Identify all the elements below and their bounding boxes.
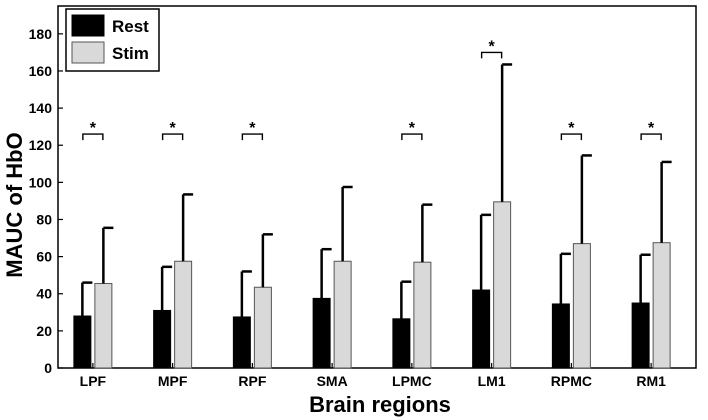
x-axis-title: Brain regions — [309, 392, 451, 417]
x-axis-ticks: LPF MPF RPF SMA LPMC LM1 RPMC RM1 — [80, 363, 666, 389]
significance-star: * — [249, 120, 256, 137]
y-axis-title: MAUC of HbO — [2, 132, 27, 277]
significance-bracket — [401, 133, 423, 141]
legend-swatch-stim — [71, 41, 105, 64]
significance-star: * — [489, 38, 496, 55]
significance-bracket — [161, 133, 184, 141]
bar-stim-sma — [333, 260, 352, 369]
bar-stim-lpf — [94, 283, 113, 369]
legend: Rest Stim — [65, 8, 160, 72]
x-tick-label: MPF — [158, 373, 188, 389]
significance-bracket — [560, 133, 583, 141]
y-tick-label: 0 — [44, 360, 52, 376]
significance-bracket — [82, 133, 104, 141]
bar-rest-sma — [312, 297, 331, 369]
y-tick-label: 80 — [36, 211, 52, 227]
x-tick-label: RPMC — [551, 373, 592, 389]
bar-stim-rm1 — [652, 242, 671, 369]
bar-rest-rpmc — [551, 303, 570, 369]
significance-star: * — [409, 120, 416, 137]
significance-bracket — [480, 51, 503, 59]
significance-markers: * * * * * * * — [82, 38, 662, 141]
bar-stim-mpf — [174, 260, 193, 369]
y-tick-label: 160 — [29, 63, 53, 79]
bar-stim-lm1 — [493, 201, 512, 369]
plot-area — [57, 5, 697, 369]
x-tick-label: LM1 — [478, 373, 506, 389]
significance-star: * — [90, 120, 97, 137]
bar-rest-rm1 — [631, 302, 650, 369]
significance-bracket — [241, 133, 264, 141]
plot-border — [57, 5, 697, 369]
bar-stim-rpf — [253, 286, 272, 369]
legend-label-stim: Stim — [112, 44, 149, 63]
error-bars — [81, 63, 672, 319]
y-tick-label: 140 — [29, 100, 53, 116]
bar-stim-lpmc — [413, 261, 432, 369]
bar-rest-lm1 — [472, 289, 491, 369]
y-tick-label: 20 — [36, 323, 52, 339]
x-tick-label: RM1 — [636, 373, 666, 389]
y-tick-label: 40 — [36, 286, 52, 302]
y-tick-label: 60 — [36, 249, 52, 265]
significance-star: * — [568, 120, 575, 137]
significance-star: * — [170, 120, 177, 137]
legend-label-rest: Rest — [112, 17, 149, 36]
x-tick-label: RPF — [238, 373, 266, 389]
bar-rest-mpf — [153, 309, 172, 369]
y-axis-ticks: 0 20 40 60 80 100 120 140 160 180 — [29, 26, 63, 376]
x-tick-label: LPF — [80, 373, 107, 389]
bar-rest-lpmc — [392, 318, 411, 369]
y-tick-label: 180 — [29, 26, 53, 42]
significance-bracket — [640, 133, 662, 141]
x-tick-label: SMA — [317, 373, 348, 389]
significance-star: * — [648, 120, 655, 137]
y-tick-label: 100 — [29, 174, 53, 190]
bar-rest-rpf — [232, 316, 251, 369]
x-tick-label: LPMC — [392, 373, 432, 389]
y-tick-label: 120 — [29, 137, 53, 153]
bar-rest-lpf — [73, 315, 92, 369]
legend-swatch-rest — [71, 14, 105, 37]
bar-stim-rpmc — [572, 243, 591, 369]
